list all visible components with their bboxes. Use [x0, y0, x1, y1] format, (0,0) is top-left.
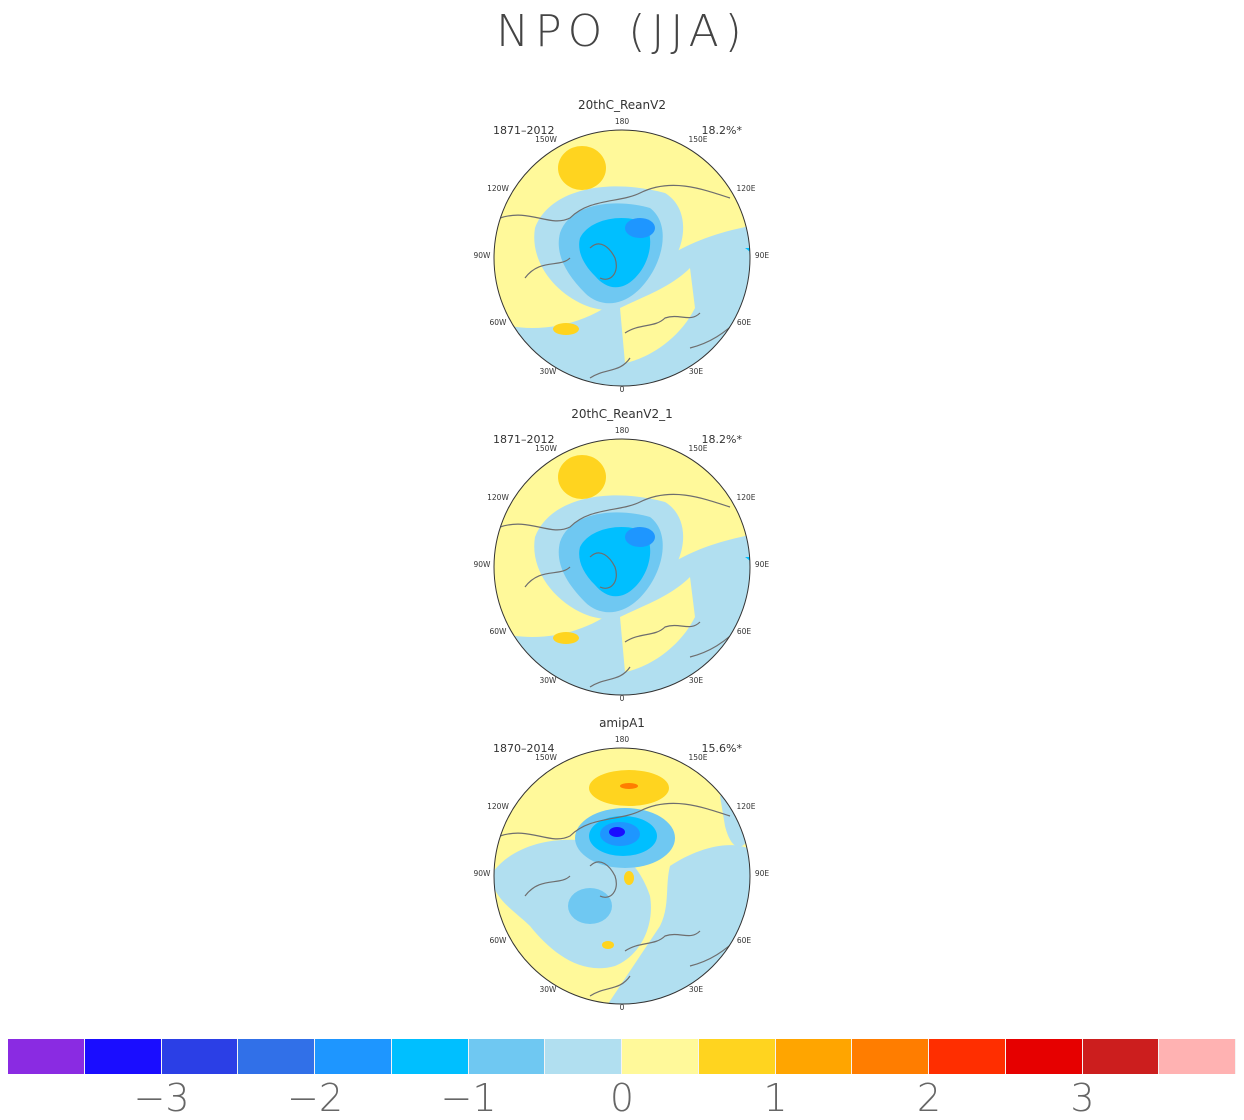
longitude-label: 0: [620, 1003, 625, 1012]
colorbar-tick-label: −1: [440, 1076, 497, 1120]
field-positive-core: [624, 871, 634, 885]
colorbar-swatch: [852, 1039, 929, 1074]
map-panel-3: amipA1 180 150W 150E 120W 120E 90W 90E 60W 60E 30…: [440, 716, 804, 1016]
longitude-label: 30W: [540, 676, 558, 685]
longitude-label: 60W: [490, 627, 508, 636]
longitude-label: 30W: [540, 367, 558, 376]
field-negative-core: [625, 527, 655, 547]
variance-label: 18.2%*: [701, 124, 742, 137]
field-positive-core: [553, 632, 579, 644]
colorbar-swatch: [1159, 1039, 1236, 1074]
longitude-label: 120E: [736, 802, 755, 811]
colorbar-swatch: [545, 1039, 622, 1074]
longitude-label: 180: [615, 735, 630, 744]
panel-title: 20thC_ReanV2: [578, 98, 666, 112]
colorbar-tick-label: −3: [133, 1076, 190, 1120]
colorbar-tick-label: 2: [916, 1076, 942, 1120]
colorbar-tick-label: 3: [1070, 1076, 1095, 1120]
longitude-label: 150E: [688, 753, 707, 762]
map-panel-1: 20thC_ReanV2 180 150W 150E 120W 120E 90W 90E 60…: [440, 98, 804, 398]
longitude-label: 90E: [755, 869, 770, 878]
field-negative-peak: [609, 827, 625, 837]
variance-label: 15.6%*: [701, 742, 742, 755]
colorbar-swatch: [238, 1039, 315, 1074]
colorbar-swatch: [8, 1039, 85, 1074]
longitude-label: 30E: [689, 985, 704, 994]
field-positive-weak: [620, 577, 695, 672]
map-boundary: [493, 438, 751, 696]
period-label: 1870–2014: [493, 742, 555, 755]
colorbar: [8, 1039, 1236, 1074]
longitude-label: 0: [620, 385, 625, 394]
colorbar-swatch: [775, 1039, 853, 1074]
longitude-label: 30W: [540, 985, 558, 994]
colorbar-swatch: [468, 1039, 546, 1074]
period-label: 1871–2012: [493, 433, 555, 446]
longitude-label: 120W: [487, 493, 509, 502]
longitude-label: 180: [615, 117, 630, 126]
longitude-label: 120W: [487, 802, 509, 811]
colorbar-tick-label: 1: [763, 1076, 788, 1120]
colorbar-swatch: [698, 1039, 776, 1074]
longitude-label: 150W: [535, 753, 557, 762]
longitude-label: 60E: [737, 318, 752, 327]
map-panel-2: 20thC_ReanV2_1 180 150W 150E 120W 120E 90W 90E…: [440, 407, 804, 707]
longitude-label: 150W: [535, 444, 557, 453]
longitude-label: 90W: [474, 251, 492, 260]
field-positive-weak: [620, 268, 695, 363]
variance-label: 18.2%*: [701, 433, 742, 446]
field-negative-mid: [568, 888, 612, 924]
colorbar-swatch: [84, 1039, 162, 1074]
coastline: [499, 493, 741, 688]
coastline: [499, 184, 741, 379]
longitude-label: 150E: [688, 135, 707, 144]
polar-map: 180 150W 150E 120W 120E 90W 90E 60W 60E 30W 30E 0: [474, 735, 770, 1012]
colorbar-swatch: [391, 1039, 469, 1074]
longitude-label: 90W: [474, 560, 492, 569]
longitude-label: 120E: [736, 493, 755, 502]
polar-map: 180 150W 150E 120W 120E 90W 90E 60W 60E 30W 30E 0: [474, 426, 770, 703]
field-positive-core: [553, 323, 579, 335]
longitude-label: 150E: [688, 444, 707, 453]
panel-title: 20thC_ReanV2_1: [571, 407, 673, 421]
longitude-label: 150W: [535, 135, 557, 144]
longitude-label: 90E: [755, 251, 770, 260]
map-boundary: [493, 129, 751, 387]
longitude-label: 120E: [736, 184, 755, 193]
colorbar-swatch: [315, 1039, 392, 1074]
polar-map: 180 150W 150E 120W 120E 90W 90E 60W 60E 30W 30E 0: [474, 117, 770, 394]
colorbar-swatch: [1082, 1039, 1160, 1074]
field-negative-core: [625, 218, 655, 238]
period-label: 1871–2012: [493, 124, 555, 137]
longitude-label: 30E: [689, 367, 704, 376]
colorbar-swatch: [161, 1039, 239, 1074]
colorbar-tick-label: −2: [286, 1076, 344, 1120]
longitude-label: 60W: [490, 318, 508, 327]
colorbar-swatch: [929, 1039, 1006, 1074]
longitude-label: 30E: [689, 676, 704, 685]
longitude-label: 90W: [474, 869, 492, 878]
panel-title: amipA1: [599, 716, 645, 730]
longitude-label: 120W: [487, 184, 509, 193]
colorbar-tick-label: 0: [609, 1076, 635, 1120]
longitude-label: 60E: [737, 936, 752, 945]
colorbar-swatch: [1005, 1039, 1083, 1074]
longitude-label: 60E: [737, 627, 752, 636]
longitude-label: 90E: [755, 560, 770, 569]
colorbar-swatch: [622, 1039, 699, 1074]
longitude-label: 180: [615, 426, 630, 435]
map-boundary: [493, 747, 751, 1005]
field-positive-core: [558, 455, 606, 499]
field-positive-peak: [620, 783, 638, 789]
field-positive-core: [558, 146, 606, 190]
coastline: [499, 802, 741, 997]
longitude-label: 60W: [490, 936, 508, 945]
field-positive-core: [602, 941, 614, 949]
longitude-label: 0: [620, 694, 625, 703]
page-title: NPO (JJA): [496, 6, 748, 57]
